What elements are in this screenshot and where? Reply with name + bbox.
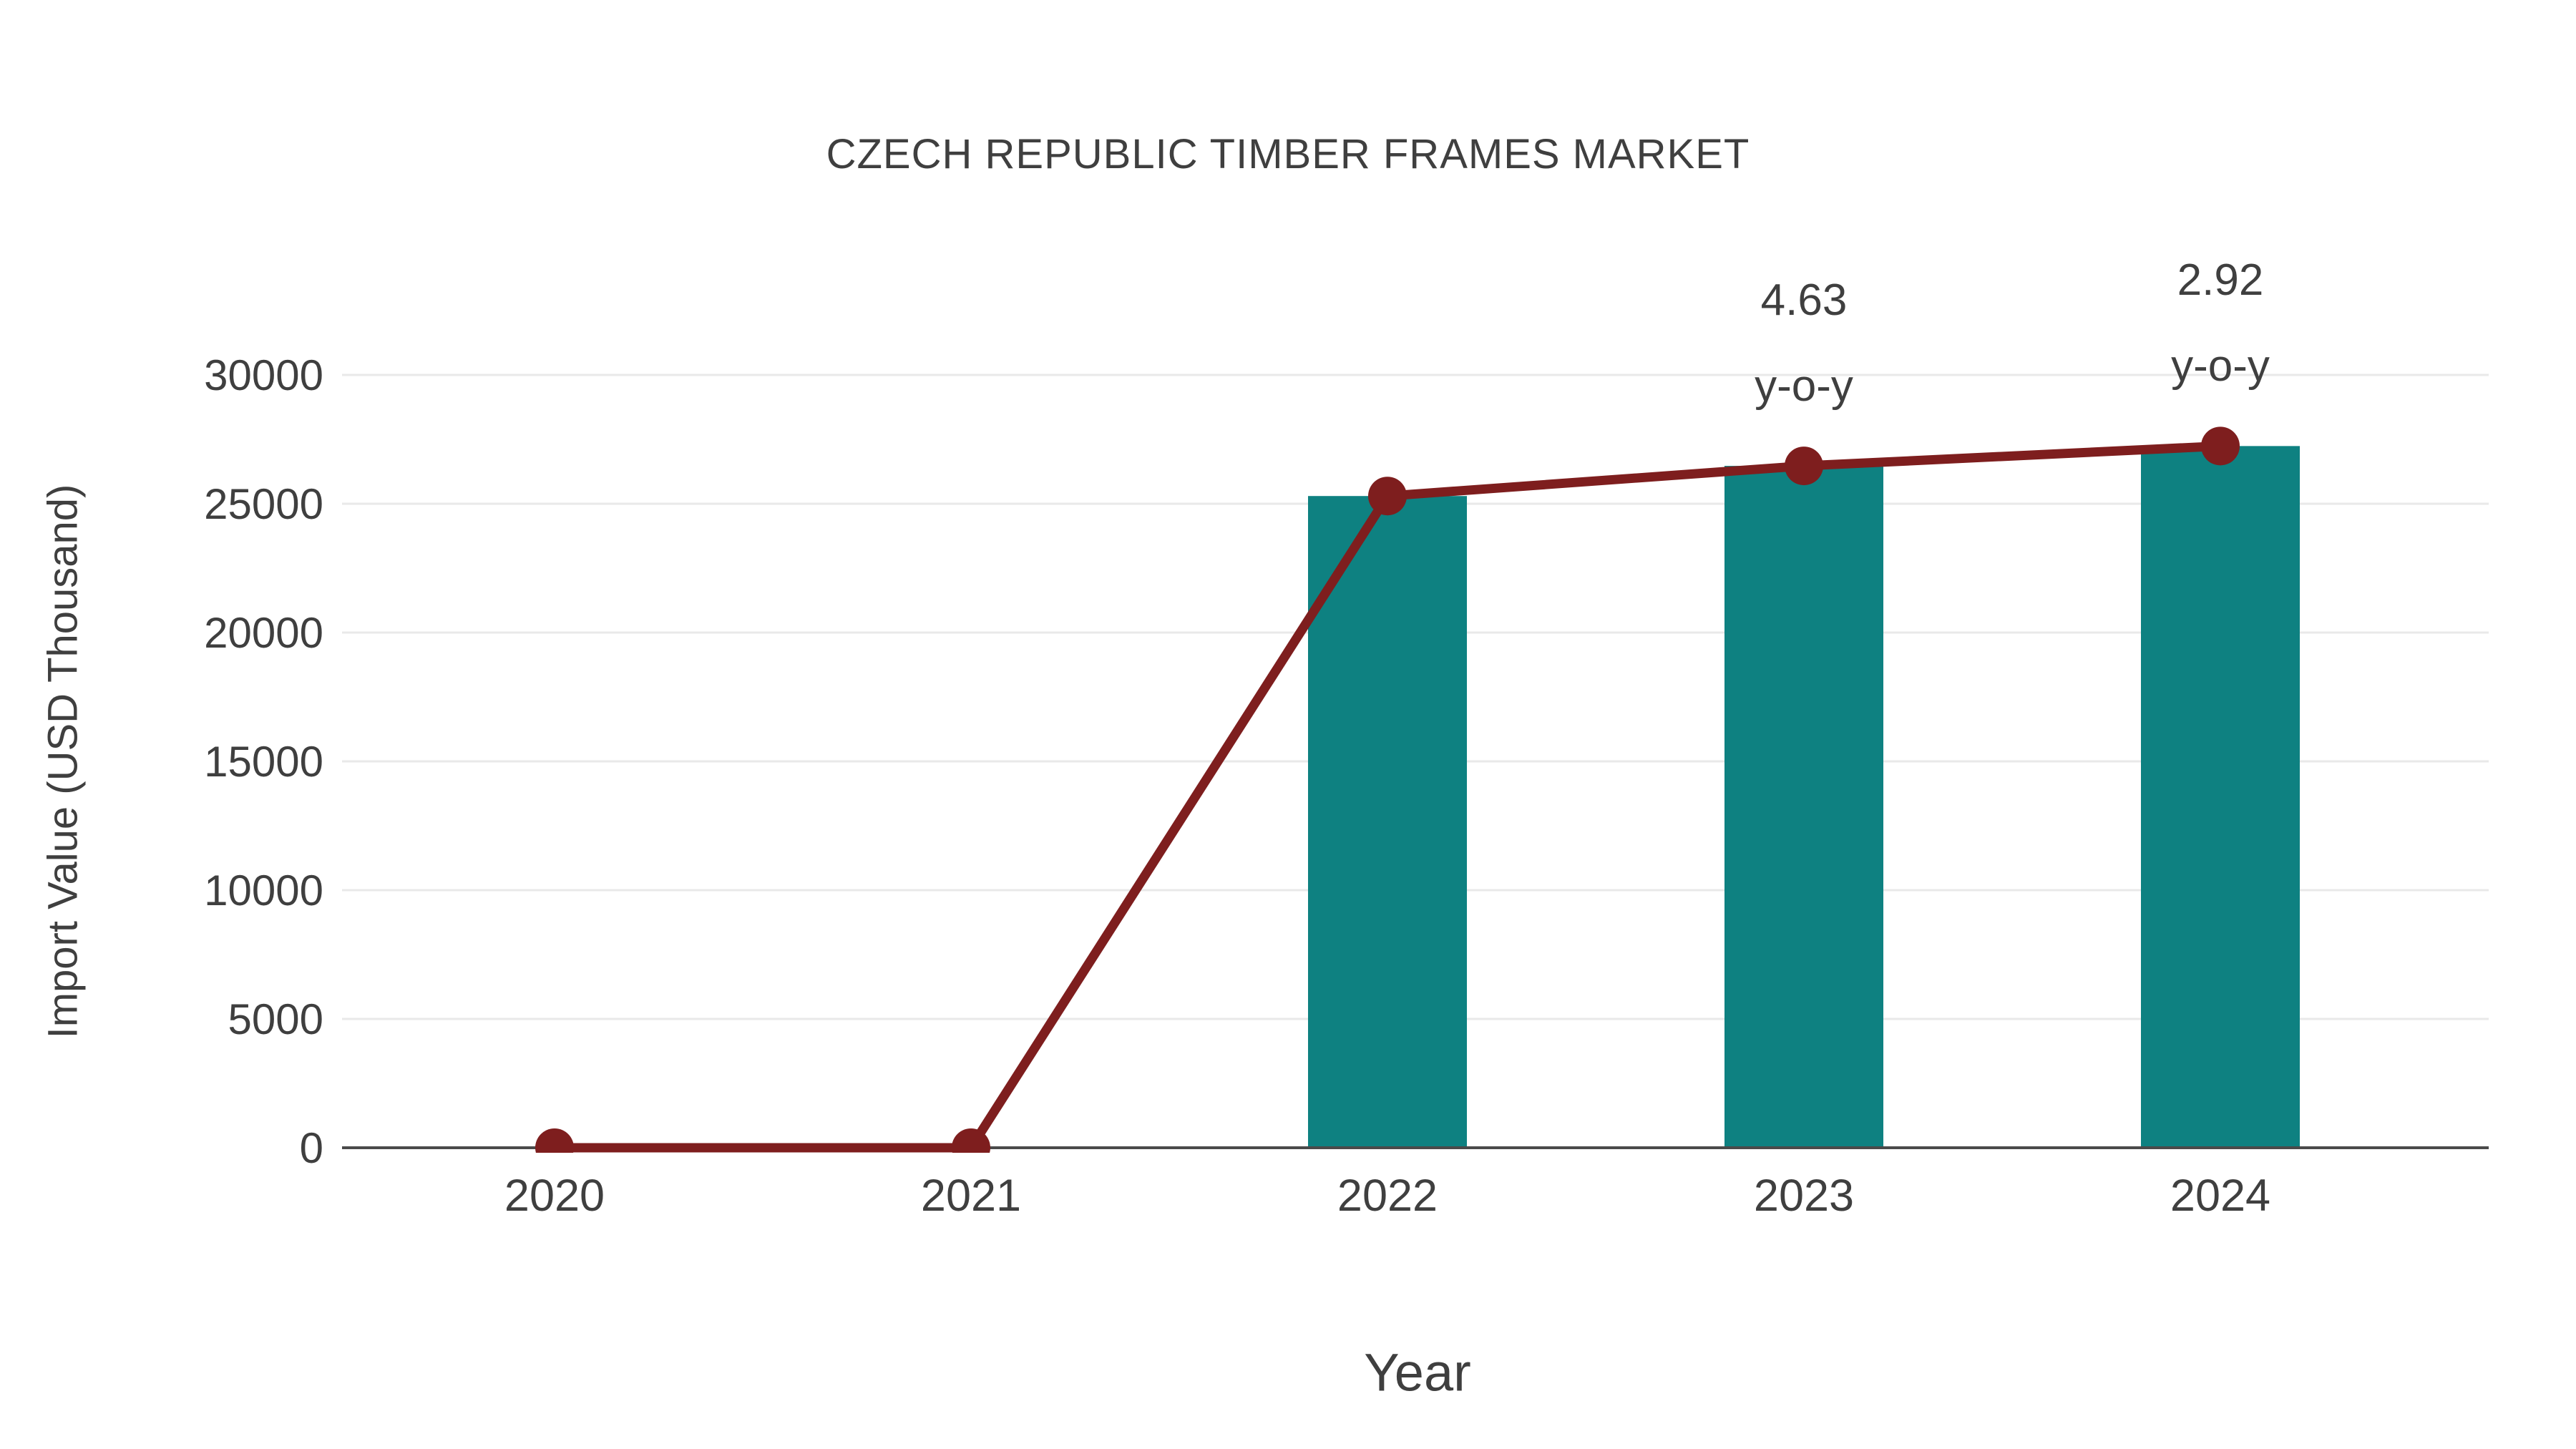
line-series-group xyxy=(535,426,2240,1153)
annotation-label-2023: y-o-y xyxy=(1755,361,1853,411)
x-tick-label-2020: 2020 xyxy=(504,1171,605,1221)
y-tick-label-0: 0 xyxy=(300,1124,323,1172)
line-marker-2023 xyxy=(1785,447,1823,486)
line-marker-2022 xyxy=(1368,477,1407,516)
x-tick-label-2021: 2021 xyxy=(921,1171,1021,1221)
annotation-value-2023: 4.63 xyxy=(1761,275,1848,325)
y-tick-label-5000: 5000 xyxy=(228,995,323,1043)
annotation-value-2024: 2.92 xyxy=(2177,255,2264,305)
y-tick-label-30000: 30000 xyxy=(204,351,323,399)
chart-title: CZECH REPUBLIC TIMBER FRAMES MARKET xyxy=(826,131,1750,177)
y-tick-label-20000: 20000 xyxy=(204,609,323,657)
x-tick-label-2022: 2022 xyxy=(1337,1171,1438,1221)
bar-2023 xyxy=(1724,466,1883,1148)
y-tick-label-25000: 25000 xyxy=(204,480,323,528)
line-marker-2021 xyxy=(952,1128,990,1153)
annotation-label-2024: y-o-y xyxy=(2171,341,2270,391)
x-tick-label-2023: 2023 xyxy=(1754,1171,1854,1221)
x-axis-title: Year xyxy=(1364,1342,1471,1402)
bar-2022 xyxy=(1308,496,1467,1148)
y-tick-label-10000: 10000 xyxy=(204,867,323,914)
x-tick-label-2024: 2024 xyxy=(2170,1171,2270,1221)
bar-2024 xyxy=(2141,446,2300,1148)
line-marker-2020 xyxy=(535,1128,574,1153)
y-tick-label-15000: 15000 xyxy=(204,738,323,786)
line-marker-2024 xyxy=(2201,426,2240,466)
